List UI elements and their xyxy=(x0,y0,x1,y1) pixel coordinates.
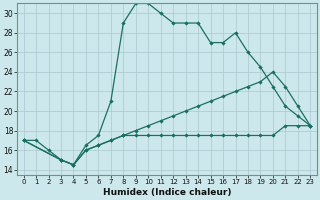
X-axis label: Humidex (Indice chaleur): Humidex (Indice chaleur) xyxy=(103,188,231,197)
